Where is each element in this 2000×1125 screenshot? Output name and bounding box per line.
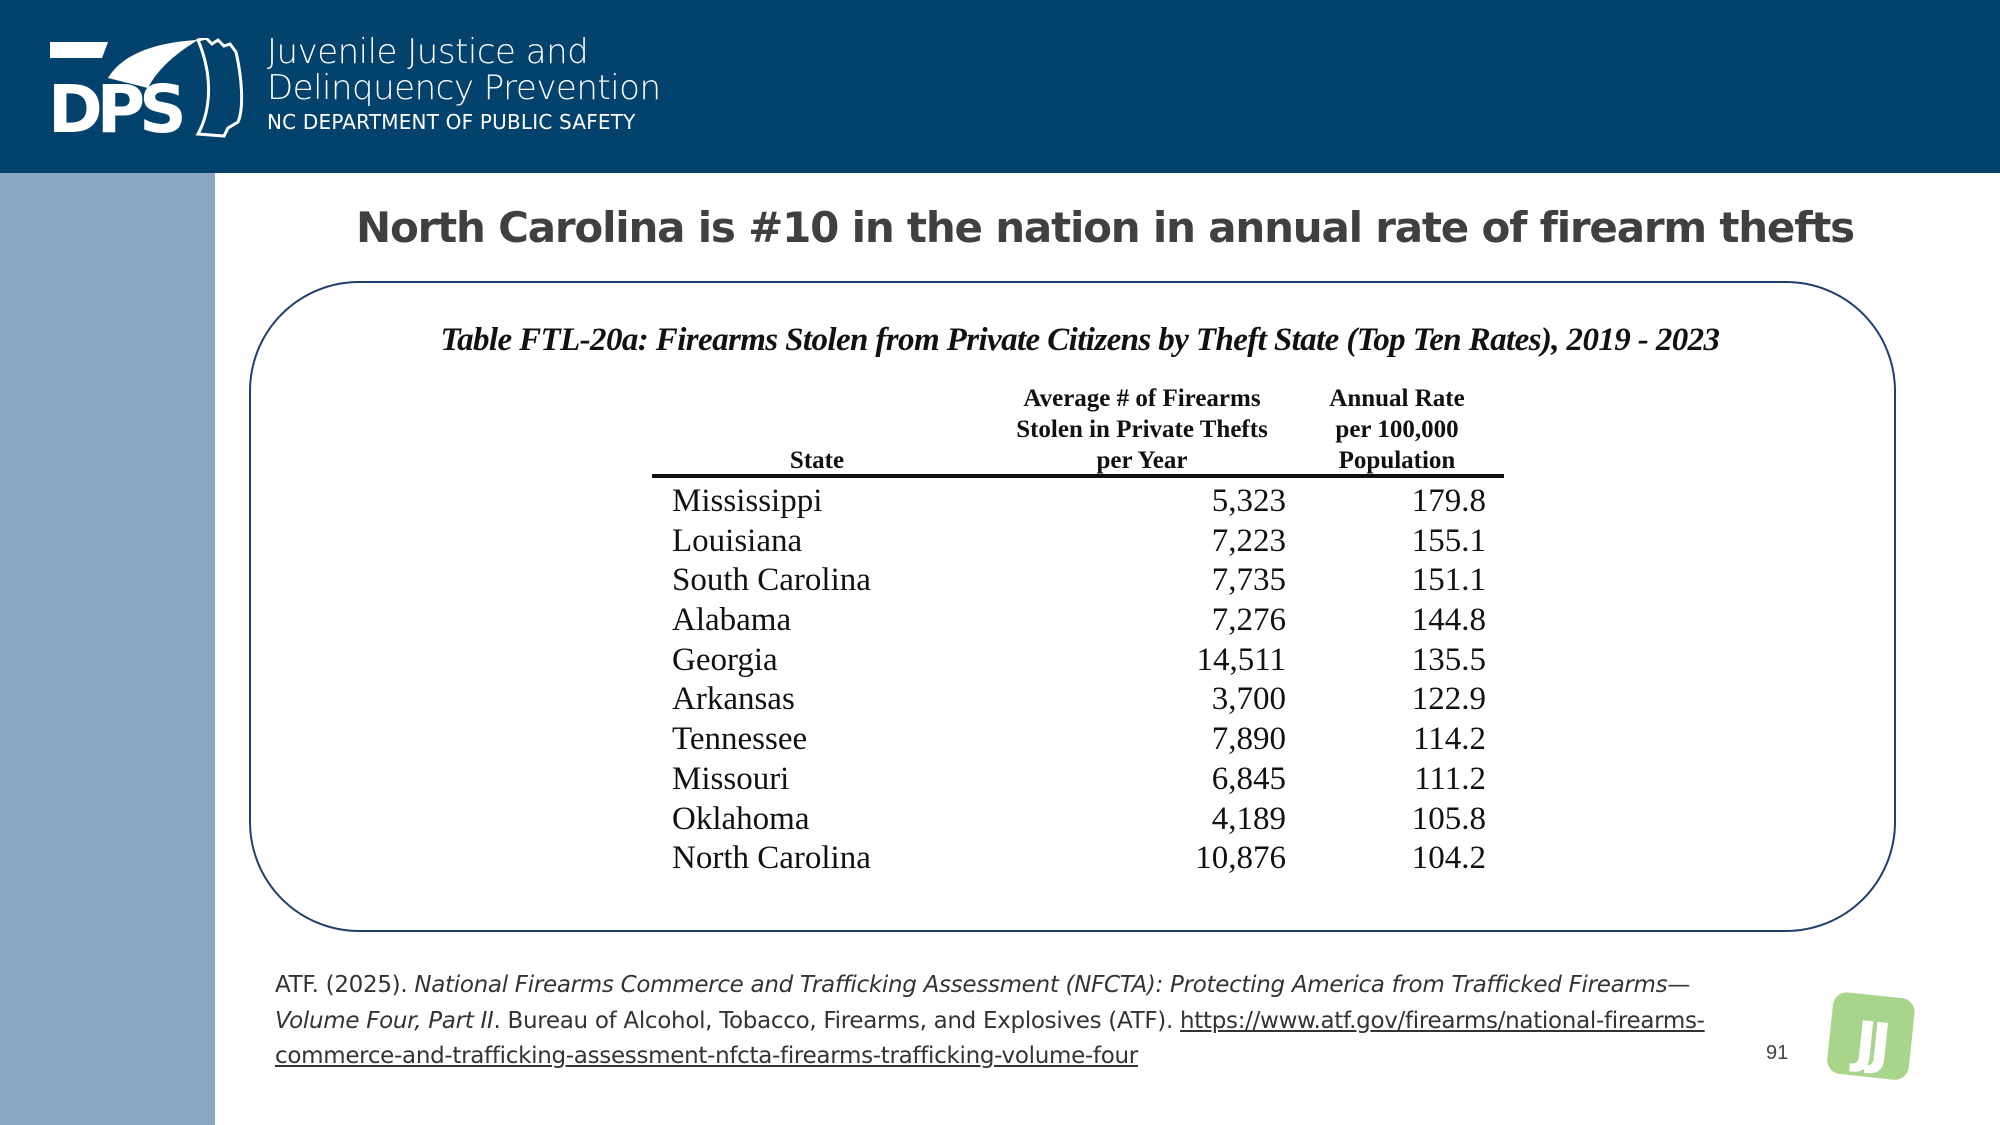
- cell-avg: 7,276: [1211, 602, 1286, 639]
- cell-avg: 4,189: [1211, 800, 1286, 837]
- cell-state: Louisiana: [672, 522, 803, 559]
- brand-line-3: NC DEPARTMENT OF PUBLIC SAFETY: [267, 110, 636, 134]
- header-annual-rate: Annual Rate per 100,000 Population: [1302, 383, 1492, 476]
- cell-avg: 14,511: [1196, 641, 1286, 678]
- page-number: 91: [1766, 1042, 1789, 1064]
- header-rate-line-1: Annual Rate: [1329, 385, 1465, 412]
- cell-state: Missouri: [672, 760, 790, 797]
- cell-rate: 179.8: [1411, 483, 1486, 519]
- brand-line-2: Delinquency Prevention: [267, 68, 661, 108]
- table-row: North Carolina 10,876 104.2: [652, 838, 1504, 878]
- table-row: Georgia 14,511 135.5: [652, 640, 1504, 680]
- firearm-theft-table: State Average # of Firearms Stolen in Pr…: [652, 383, 1504, 878]
- header-rate-line-3: Population: [1338, 447, 1456, 474]
- table-row: Louisiana 7,223 155.1: [652, 521, 1504, 561]
- cell-state: Tennessee: [672, 721, 808, 758]
- cell-state: South Carolina: [672, 562, 871, 599]
- jj-logo-icon: JJ: [1827, 992, 1915, 1080]
- header-banner: DPS Juvenile Justice and Delinquency Pre…: [0, 0, 2000, 173]
- table-row: Oklahoma 4,189 105.8: [652, 799, 1504, 839]
- cell-rate: 155.1: [1411, 522, 1486, 559]
- cell-avg: 7,890: [1211, 721, 1286, 758]
- cell-avg: 5,323: [1211, 483, 1286, 519]
- cell-rate: 135.5: [1411, 641, 1486, 678]
- table-row: South Carolina 7,735 151.1: [652, 560, 1504, 600]
- slide-title: North Carolina is #10 in the nation in a…: [356, 203, 1855, 252]
- cell-state: Georgia: [672, 641, 778, 678]
- table-body: Mississippi 5,323 179.8 Louisiana 7,223 155.…: [652, 478, 1504, 878]
- header-avg-line-2: Stolen in Private Thefts: [1016, 416, 1268, 443]
- citation-link[interactable]: https://www.atf.gov/firearms/national-fi…: [275, 1007, 1705, 1070]
- table-header: State Average # of Firearms Stolen in Pr…: [652, 383, 1504, 478]
- header-avg-line-1: Average # of Firearms: [1023, 385, 1261, 412]
- table-frame: [249, 281, 1896, 932]
- cell-avg: 3,700: [1211, 681, 1286, 718]
- cell-rate: 144.8: [1411, 602, 1486, 639]
- cell-rate: 114.2: [1412, 721, 1486, 758]
- cell-rate: 104.2: [1411, 840, 1486, 877]
- brand-text: Juvenile Justice and Delinquency Prevent…: [267, 34, 661, 136]
- table-caption: Table FTL-20a: Firearms Stolen from Priv…: [440, 322, 1720, 358]
- cell-rate: 151.1: [1411, 562, 1486, 599]
- cell-state: Mississippi: [672, 483, 823, 519]
- header-rate-line-2: per 100,000: [1335, 416, 1459, 443]
- cell-rate: 111.2: [1414, 760, 1486, 797]
- cell-rate: 122.9: [1411, 681, 1486, 718]
- brand-line-1: Juvenile Justice and: [267, 32, 589, 72]
- header-avg-line-3: per Year: [1096, 447, 1188, 474]
- cell-state: Alabama: [672, 602, 792, 639]
- citation-prefix: ATF. (2025).: [275, 972, 415, 998]
- table-row: Tennessee 7,890 114.2: [652, 719, 1504, 759]
- left-sidebar-band: [0, 173, 215, 1125]
- cell-state: North Carolina: [672, 840, 871, 877]
- dps-logo-text: DPS: [48, 71, 182, 138]
- citation-title: National Firearms Commerce and Trafficki…: [275, 972, 1691, 1034]
- cell-avg: 7,735: [1211, 562, 1286, 599]
- table-row: Arkansas 3,700 122.9: [652, 679, 1504, 719]
- table-row: Mississippi 5,323 179.8: [652, 481, 1504, 521]
- cell-avg: 6,845: [1211, 760, 1286, 797]
- table-row: Missouri 6,845 111.2: [652, 759, 1504, 799]
- header-average-firearms: Average # of Firearms Stolen in Private …: [997, 383, 1287, 476]
- table-row: Alabama 7,276 144.8: [652, 600, 1504, 640]
- cell-avg: 10,876: [1195, 840, 1286, 877]
- cell-rate: 105.8: [1411, 800, 1486, 837]
- cell-state: Oklahoma: [672, 800, 810, 837]
- citation: ATF. (2025). National Firearms Commerce …: [275, 968, 1735, 1075]
- cell-state: Arkansas: [672, 681, 795, 718]
- dps-logo-icon: DPS: [48, 38, 244, 138]
- header-state: State: [789, 447, 845, 474]
- cell-avg: 7,223: [1211, 522, 1286, 559]
- citation-publisher: . Bureau of Alcohol, Tobacco, Firearms, …: [493, 1007, 1181, 1034]
